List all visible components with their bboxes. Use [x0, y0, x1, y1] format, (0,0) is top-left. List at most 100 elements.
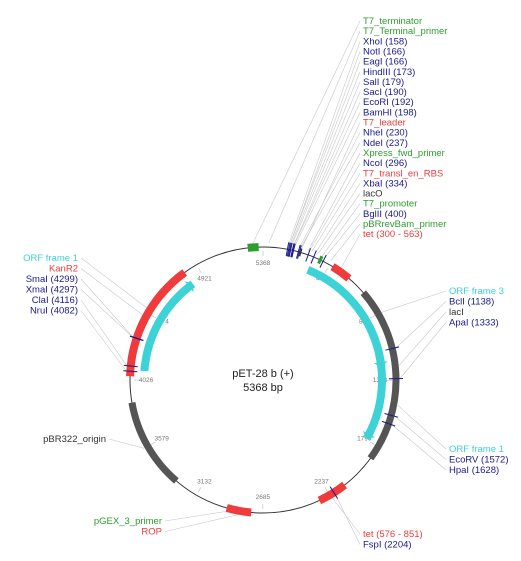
label-noti-166[interactable]: NotI (166): [363, 46, 405, 57]
restriction-site-mark: [287, 242, 292, 257]
label-tet-576-851[interactable]: tet (576 - 851): [363, 529, 423, 540]
tick-label: 3132: [197, 478, 212, 485]
restriction-site-mark: [286, 242, 291, 257]
label-leader-lines: [80, 20, 447, 545]
feature-tet-576-851: [317, 481, 348, 505]
restriction-site-mark: [385, 346, 400, 351]
label-t7-terminal-primer[interactable]: T7_Terminal_primer: [363, 26, 447, 37]
leader-line: [292, 91, 361, 247]
feature-pgex-3-primer: [218, 517, 230, 520]
restriction-site-mark: [329, 486, 339, 499]
leader-line: [290, 71, 361, 246]
leader-line: [294, 112, 361, 247]
leader-line: [395, 301, 447, 348]
leader-line: [301, 122, 361, 249]
restriction-site-mark: [291, 243, 296, 258]
leader-line: [321, 203, 361, 257]
label-tet-300-563[interactable]: tet (300 - 563): [363, 229, 423, 240]
leader-line: [308, 152, 361, 251]
feature-arrowhead: [362, 430, 376, 439]
tick-label: 1790: [357, 436, 372, 443]
label-nrui-4082[interactable]: NruI (4082): [30, 306, 78, 317]
label-bcli-1138[interactable]: BclI (1138): [449, 297, 494, 308]
label-hpai-1628[interactable]: HpaI (1628): [449, 465, 499, 476]
label-kanr2[interactable]: KanR2: [49, 264, 78, 275]
label-t7-terminator[interactable]: T7_terminator: [363, 16, 422, 27]
label-ncoi-296[interactable]: NcoI (296): [363, 158, 407, 169]
label-fspi-2204[interactable]: FspI (2204): [363, 540, 412, 551]
label-orf-frame-3[interactable]: ORF frame 3: [449, 286, 504, 297]
restriction-site-mark: [381, 420, 396, 427]
label-xmai-4297[interactable]: XmaI (4297): [26, 285, 78, 296]
label-laci[interactable]: lacI: [449, 307, 464, 318]
leader-line: [311, 173, 361, 253]
feature-tet-300-563: [330, 263, 352, 282]
restriction-site-mark: [384, 413, 399, 418]
leader-line: [399, 322, 447, 379]
feature-laci: [360, 290, 400, 461]
restriction-site-mark: [288, 242, 293, 257]
plasmid-name: pET-28 b (+): [232, 368, 293, 380]
label-clai-4116[interactable]: ClaI (4116): [32, 295, 78, 306]
label-rop[interactable]: ROP: [141, 527, 162, 538]
label-orf-frame-1[interactable]: ORF frame 1: [23, 253, 78, 264]
tick-label: 5368: [256, 260, 271, 267]
label-pgex-3-primer[interactable]: pGEX_3_primer: [94, 516, 162, 527]
label-t7-promoter[interactable]: T7_promoter: [363, 199, 417, 210]
label-t7-transl-en-rbs[interactable]: T7_transl_en_RBS: [363, 168, 443, 179]
restriction-site-mark: [310, 250, 317, 264]
leader-line: [394, 416, 447, 460]
leader-line: [108, 438, 145, 449]
feature-rop: [225, 504, 252, 517]
leader-line: [382, 290, 447, 313]
label-ecorv-1572[interactable]: EcoRV (1572): [449, 455, 509, 466]
restriction-site-mark: [123, 364, 138, 368]
tick-mark: [198, 487, 202, 492]
label-nhei-230[interactable]: NheI (230): [363, 128, 408, 139]
leader-line: [317, 193, 361, 255]
leader-line: [252, 20, 361, 244]
label-ndei-237[interactable]: NdeI (237): [363, 138, 408, 149]
leader-line: [341, 234, 361, 268]
tick-label: 3579: [154, 436, 169, 443]
label-xhoi-158[interactable]: XhoI (158): [363, 36, 407, 47]
feature-arcs: [126, 235, 400, 520]
label-eagi-166[interactable]: EagI (166): [363, 57, 407, 68]
feature-t7-terminator: [247, 243, 259, 252]
feature-t7-promoter: [317, 255, 324, 265]
leader-line: [300, 142, 361, 249]
plasmid-size: 5368 bp: [243, 382, 283, 394]
label-bglii-400[interactable]: BglII (400): [363, 209, 407, 220]
leader-line: [80, 289, 134, 338]
restriction-site-mark: [296, 244, 301, 259]
label-xpress-fwd-primer[interactable]: Xpress_fwd_primer: [363, 148, 445, 159]
leader-line: [324, 213, 361, 258]
label-saci-190[interactable]: SacI (190): [363, 87, 407, 98]
label-pbr322-origin[interactable]: pBR322_origin: [43, 434, 106, 445]
leader-line: [335, 495, 361, 545]
restriction-sites: [123, 242, 404, 499]
feature-t7-terminal-primer: [263, 235, 275, 237]
label-orf-frame-1[interactable]: ORF frame 1: [449, 444, 504, 455]
leader-line: [392, 424, 447, 471]
feature-pbrrevbam-primer: [329, 251, 339, 258]
leader-line: [80, 278, 134, 338]
label-t7-leader[interactable]: T7_leader: [363, 118, 406, 129]
restriction-site-mark: [305, 248, 311, 262]
leader-line: [293, 102, 361, 247]
tick-mark: [324, 487, 328, 492]
label-laco[interactable]: lacO: [363, 189, 383, 200]
label-ecori-192[interactable]: EcoRI (192): [363, 97, 414, 108]
restriction-site-mark: [297, 245, 302, 259]
tick-label: 2237: [314, 478, 329, 485]
label-hindiii-173[interactable]: HindIII (173): [363, 67, 415, 78]
label-bamhi-198[interactable]: BamHI (198): [363, 107, 417, 118]
tick-mark: [370, 315, 375, 319]
leader-line: [397, 404, 447, 450]
label-pbrrevbam-primer[interactable]: pBRrevBam_primer: [363, 219, 446, 230]
label-smai-4299[interactable]: SmaI (4299): [26, 274, 78, 285]
leader-line: [164, 511, 225, 522]
label-sali-179[interactable]: SalI (179): [363, 77, 404, 88]
label-xbai-334[interactable]: XbaI (334): [363, 178, 407, 189]
label-apai-1333[interactable]: ApaI (1333): [449, 318, 499, 329]
